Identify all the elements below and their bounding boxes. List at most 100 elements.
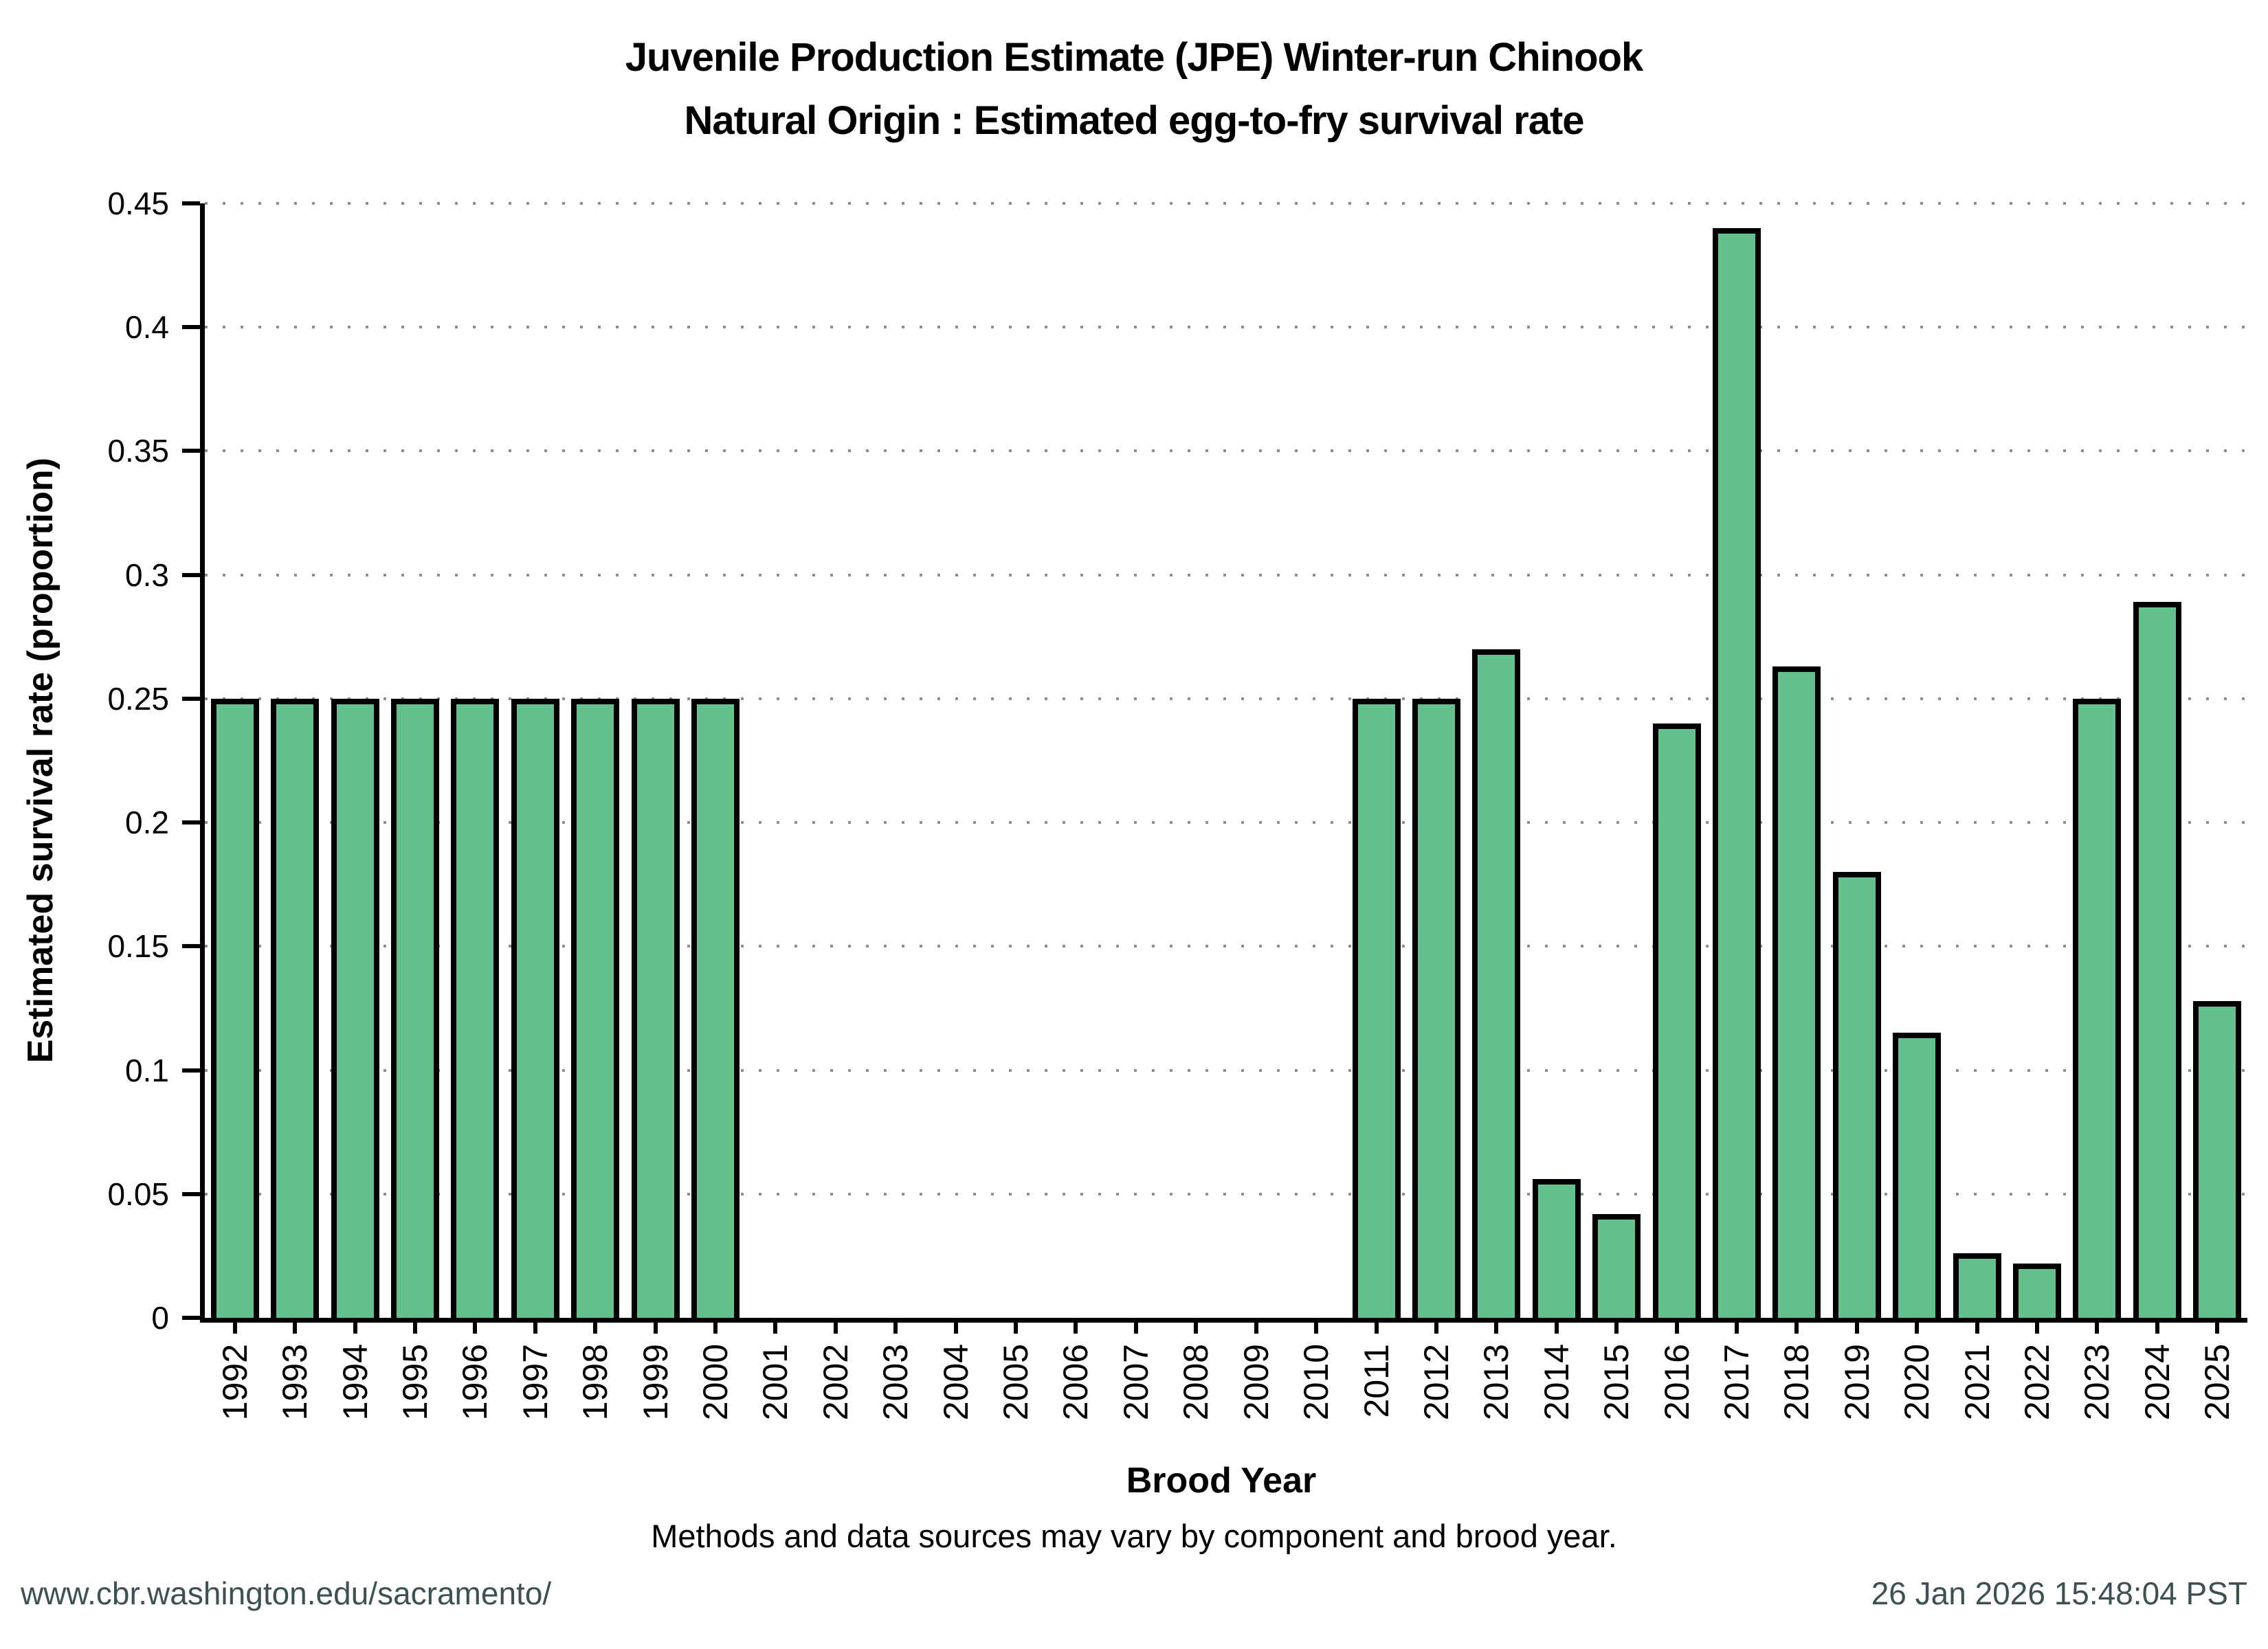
x-tick — [1374, 1323, 1379, 1334]
y-tick — [182, 325, 200, 330]
x-tick-label-2008: 2008 — [1177, 1344, 1216, 1421]
y-tick — [182, 944, 200, 949]
x-tick — [353, 1323, 357, 1334]
y-tick — [182, 449, 200, 453]
x-tick — [473, 1323, 478, 1334]
x-tick-label-2024: 2024 — [2137, 1344, 2177, 1421]
x-tick — [653, 1323, 658, 1334]
x-tick-label-2000: 2000 — [696, 1344, 735, 1421]
bar-1993 — [271, 699, 320, 1318]
x-tick-label-2015: 2015 — [1597, 1344, 1636, 1421]
x-tick — [2095, 1323, 2100, 1334]
bar-1992 — [210, 699, 259, 1318]
x-tick — [1614, 1323, 1619, 1334]
bar-2021 — [1953, 1253, 2001, 1318]
plot-area: 0 0.05 0.1 0.15 0.2 0.25 0.3 0.35 0.4 0.45 1992 199… — [107, 188, 2247, 1420]
y-tick — [182, 201, 200, 205]
bar-2019 — [1832, 872, 1881, 1318]
bar-1998 — [571, 699, 620, 1318]
x-tick — [773, 1323, 778, 1334]
caption: Methods and data sources may vary by com… — [651, 1518, 1617, 1554]
x-tick — [1915, 1323, 1920, 1334]
chart-title-line2: Natural Origin : Estimated egg-to-fry su… — [684, 98, 1584, 143]
x-tick — [293, 1323, 298, 1334]
x-tick-label-2012: 2012 — [1416, 1344, 1456, 1421]
x-tick — [412, 1323, 417, 1334]
bar-2025 — [2193, 1001, 2242, 1318]
bar-1994 — [331, 699, 379, 1318]
x-tick — [1194, 1323, 1199, 1334]
bar-1996 — [451, 699, 500, 1318]
x-tick-label-2019: 2019 — [1837, 1344, 1876, 1421]
bar-2016 — [1652, 723, 1701, 1318]
x-axis-title: Brood Year — [1126, 1461, 1317, 1501]
x-tick-label-2022: 2022 — [2018, 1344, 2057, 1421]
bar-2015 — [1592, 1214, 1641, 1318]
gridline — [205, 1068, 2247, 1072]
bar-2012 — [1412, 699, 1460, 1318]
x-tick — [1434, 1323, 1438, 1334]
bar-2011 — [1352, 699, 1401, 1318]
x-tick-label-1998: 1998 — [576, 1344, 615, 1421]
y-tick-label: 0.15 — [107, 928, 169, 965]
x-tick-label-2006: 2006 — [1056, 1344, 1096, 1421]
y-tick-label: 0.25 — [107, 680, 169, 717]
x-tick — [232, 1323, 237, 1334]
y-tick-label: 0.2 — [125, 805, 169, 841]
x-tick — [2215, 1323, 2220, 1334]
bar-2000 — [691, 699, 740, 1318]
x-tick — [953, 1323, 958, 1334]
bar-2023 — [2073, 699, 2122, 1318]
x-tick — [893, 1323, 898, 1334]
x-tick-label-2001: 2001 — [756, 1344, 795, 1421]
x-tick-label-2016: 2016 — [1657, 1344, 1696, 1421]
x-tick-label-2018: 2018 — [1777, 1344, 1816, 1421]
x-tick-label-2011: 2011 — [1357, 1344, 1396, 1418]
y-tick-label: 0.35 — [107, 433, 169, 469]
y-tick-label: 0.4 — [125, 309, 169, 346]
y-tick — [182, 820, 200, 825]
x-tick-label-2007: 2007 — [1116, 1344, 1155, 1421]
bar-2022 — [2013, 1264, 2062, 1318]
bar-2018 — [1772, 666, 1821, 1318]
x-tick-label-2004: 2004 — [936, 1344, 975, 1421]
x-tick-label-2017: 2017 — [1717, 1344, 1756, 1421]
x-tick — [1794, 1323, 1799, 1334]
x-tick — [593, 1323, 598, 1334]
y-tick — [182, 1191, 200, 1196]
x-tick — [1494, 1323, 1499, 1334]
x-tick-label-2021: 2021 — [1957, 1344, 1997, 1421]
x-tick — [2035, 1323, 2040, 1334]
x-tick — [1554, 1323, 1559, 1334]
x-tick — [1314, 1323, 1319, 1334]
footer-timestamp: 26 Jan 2026 15:48:04 PST — [1871, 1575, 2247, 1611]
chart-title-line1: Juvenile Production Estimate (JPE) Winte… — [625, 35, 1643, 80]
x-tick — [1975, 1323, 1979, 1334]
x-tick — [533, 1323, 537, 1334]
bar-1997 — [511, 699, 559, 1318]
x-tick — [713, 1323, 718, 1334]
y-axis-title: Estimated survival rate (proportion) — [21, 458, 60, 1064]
bar-2014 — [1532, 1179, 1581, 1318]
x-tick-label-1992: 1992 — [215, 1344, 254, 1421]
x-tick — [1133, 1323, 1138, 1334]
footer-url: www.cbr.washington.edu/sacramento/ — [21, 1575, 552, 1611]
y-tick — [182, 1316, 200, 1320]
x-tick — [1735, 1323, 1739, 1334]
bar-2024 — [2133, 602, 2181, 1318]
x-tick — [1014, 1323, 1019, 1334]
x-tick-label-1993: 1993 — [276, 1344, 315, 1421]
gridline — [205, 326, 2247, 329]
y-tick-label: 0.05 — [107, 1176, 169, 1212]
x-tick-label-2014: 2014 — [1537, 1344, 1576, 1421]
x-tick-label-2005: 2005 — [997, 1344, 1036, 1421]
x-tick-label-2013: 2013 — [1477, 1344, 1516, 1421]
x-tick-label-1996: 1996 — [456, 1344, 495, 1421]
gridline — [205, 697, 2247, 700]
x-tick-label-1994: 1994 — [335, 1344, 375, 1421]
y-tick-label: 0.1 — [125, 1052, 169, 1088]
y-tick — [182, 1068, 200, 1073]
x-tick — [833, 1323, 838, 1334]
chart-title: Juvenile Production Estimate (JPE) Winte… — [0, 26, 2268, 153]
